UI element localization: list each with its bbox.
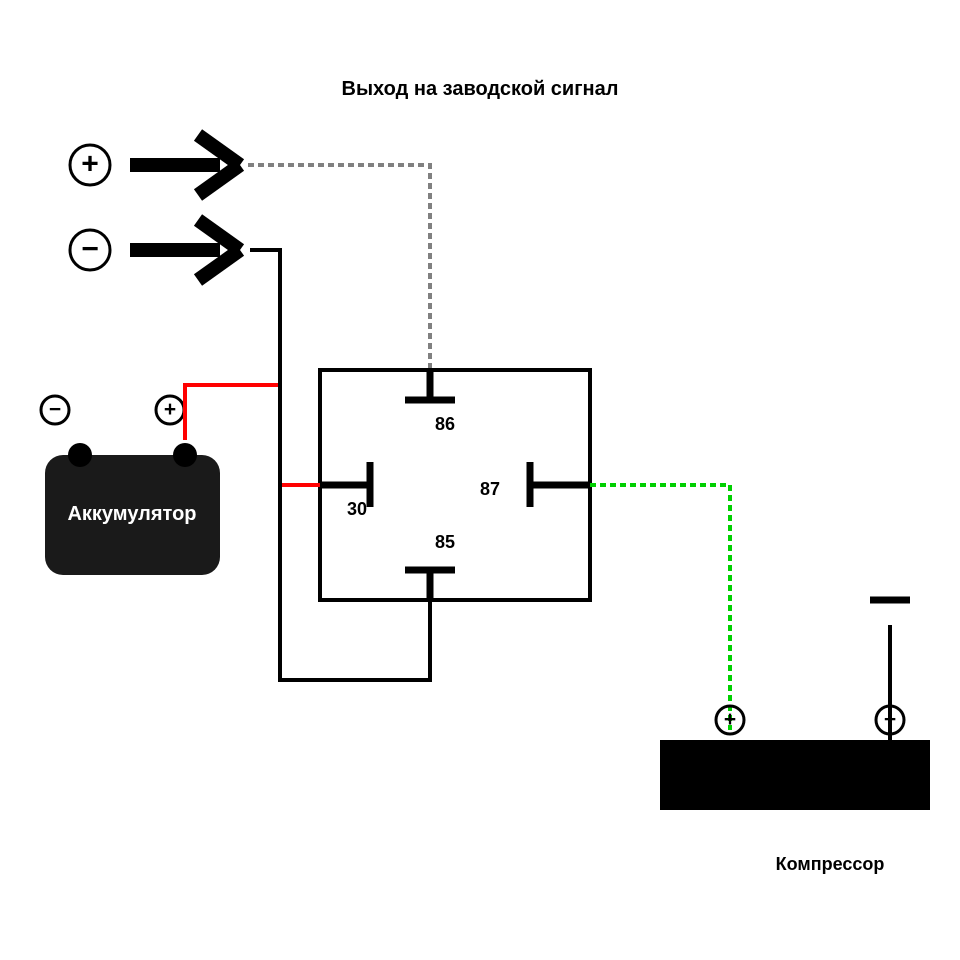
battery-terminal-left (68, 443, 92, 467)
battery-label: Аккумулятор (67, 503, 196, 525)
wiring-diagram: Выход на заводской сигнал + − 86 85 30 87 Аккум… (0, 0, 960, 960)
minus-to-85-wire (250, 250, 430, 680)
pin-30-label: 30 (347, 499, 367, 519)
pin-85-label: 85 (435, 532, 455, 552)
pin-86-label: 86 (435, 414, 455, 434)
pin-87-label: 87 (480, 479, 500, 499)
compressor-body (660, 740, 930, 810)
battery-minus-icon-symbol: − (49, 398, 61, 421)
battery-plus-icon-symbol: + (164, 398, 176, 421)
battery-terminal-right (173, 443, 197, 467)
minus-input-icon-symbol: − (81, 232, 99, 265)
plus-input-icon-symbol: + (81, 147, 99, 180)
87-to-compressor-wire (590, 485, 730, 730)
signal-wire (248, 165, 430, 377)
title-label: Выход на заводской сигнал (342, 78, 619, 100)
compressor-plus-icon-symbol: + (724, 708, 736, 731)
compressor-label: Компрессор (776, 854, 885, 874)
